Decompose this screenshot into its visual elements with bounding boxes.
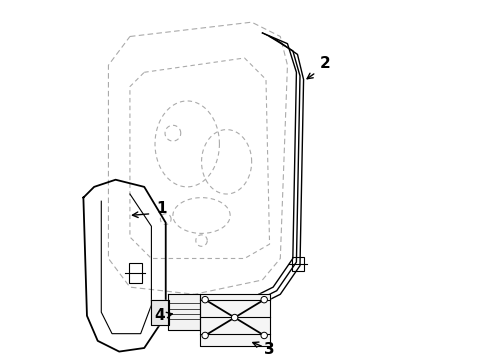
- Circle shape: [231, 314, 237, 321]
- Text: 1: 1: [156, 201, 166, 216]
- Polygon shape: [199, 294, 269, 346]
- Polygon shape: [151, 300, 169, 325]
- Text: 2: 2: [319, 56, 330, 71]
- Circle shape: [202, 332, 208, 339]
- Bar: [292, 257, 304, 271]
- Polygon shape: [167, 294, 199, 330]
- Circle shape: [261, 296, 267, 303]
- Text: 4: 4: [154, 307, 164, 323]
- Circle shape: [202, 296, 208, 303]
- Text: 3: 3: [264, 342, 274, 357]
- Bar: [129, 263, 142, 283]
- Circle shape: [261, 332, 267, 339]
